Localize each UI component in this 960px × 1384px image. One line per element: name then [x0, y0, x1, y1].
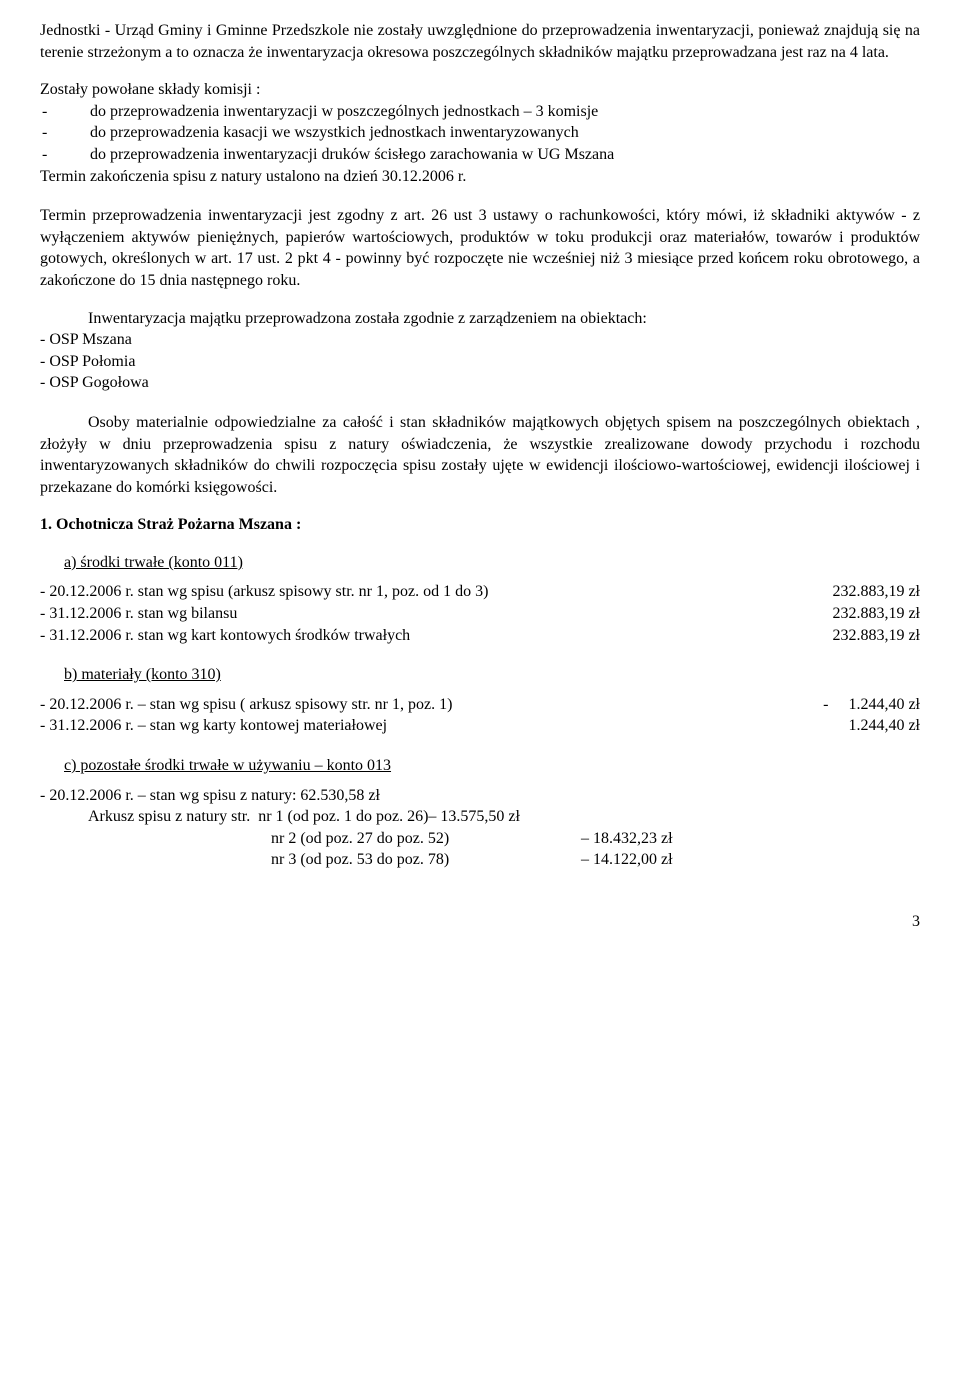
table-row: - 31.12.2006 r. stan wg kart kontowych ś…: [40, 625, 920, 647]
paragraph-1: Jednostki - Urząd Gminy i Gminne Przedsz…: [40, 20, 920, 63]
komisje-item: do przeprowadzenia inwentaryzacji w posz…: [40, 101, 920, 123]
osp-item: - OSP Gogołowa: [40, 372, 920, 394]
rows-c: - 20.12.2006 r. – stan wg spisu z natury…: [40, 785, 920, 871]
arkusz-block: Arkusz spisu z natury str. nr 1 (od poz.…: [40, 806, 920, 871]
row-label: - 31.12.2006 r. stan wg bilansu: [40, 603, 790, 625]
row-c-header: - 20.12.2006 r. – stan wg spisu z natury…: [40, 785, 920, 807]
komisje-intro: Zostały powołane składy komisji :: [40, 79, 920, 101]
termin-line: Termin zakończenia spisu z natury ustalo…: [40, 166, 920, 188]
row-amount: - 1.244,40 zł: [790, 694, 920, 716]
table-row: - 20.12.2006 r. – stan wg spisu ( arkusz…: [40, 694, 920, 716]
sub-c-heading: c) pozostałe środki trwałe w używaniu – …: [40, 755, 920, 777]
arkusz-range: nr 3 (od poz. 53 do poz. 78): [88, 849, 581, 871]
row-amount: 1.244,40 zł: [790, 715, 920, 737]
komisje-block: Zostały powołane składy komisji : do prz…: [40, 79, 920, 187]
arkusz-row: Arkusz spisu z natury str. nr 1 (od poz.…: [88, 806, 920, 828]
paragraph-5: Osoby materialnie odpowiedzialne za cało…: [40, 412, 920, 498]
sub-a-heading: a) środki trwałe (konto 011): [40, 552, 920, 574]
arkusz-amount: – 14.122,00 zł: [581, 849, 701, 871]
paragraph-3: Termin przeprowadzenia inwentaryzacji je…: [40, 205, 920, 291]
sub-b-heading: b) materiały (konto 310): [40, 664, 920, 686]
row-amount: 232.883,19 zł: [790, 603, 920, 625]
osp-item: - OSP Połomia: [40, 351, 920, 373]
table-row: - 31.12.2006 r. stan wg bilansu 232.883,…: [40, 603, 920, 625]
arkusz-label: Arkusz spisu z natury str. nr 1 (od poz.…: [88, 806, 428, 828]
arkusz-row: nr 2 (od poz. 27 do poz. 52) – 18.432,23…: [88, 828, 920, 850]
osp-item: - OSP Mszana: [40, 329, 920, 351]
arkusz-row: nr 3 (od poz. 53 do poz. 78) – 14.122,00…: [88, 849, 920, 871]
row-label: - 20.12.2006 r. – stan wg spisu ( arkusz…: [40, 694, 790, 716]
row-amount: 232.883,19 zł: [790, 581, 920, 603]
row-label: - 20.12.2006 r. stan wg spisu (arkusz sp…: [40, 581, 790, 603]
arkusz-range: nr 2 (od poz. 27 do poz. 52): [88, 828, 581, 850]
table-row: - 20.12.2006 r. stan wg spisu (arkusz sp…: [40, 581, 920, 603]
row-amount: 232.883,19 zł: [790, 625, 920, 647]
arkusz-amount: – 18.432,23 zł: [581, 828, 701, 850]
rows-b: - 20.12.2006 r. – stan wg spisu ( arkusz…: [40, 694, 920, 737]
row-label: - 31.12.2006 r. stan wg kart kontowych ś…: [40, 625, 790, 647]
osp-block: Inwentaryzacja majątku przeprowadzona zo…: [40, 308, 920, 394]
osp-list: - OSP Mszana - OSP Połomia - OSP Gogołow…: [40, 329, 920, 394]
rows-a: - 20.12.2006 r. stan wg spisu (arkusz sp…: [40, 581, 920, 646]
komisje-item: do przeprowadzenia inwentaryzacji druków…: [40, 144, 920, 166]
komisje-item: do przeprowadzenia kasacji we wszystkich…: [40, 122, 920, 144]
osp-intro: Inwentaryzacja majątku przeprowadzona zo…: [40, 308, 920, 330]
komisje-list: do przeprowadzenia inwentaryzacji w posz…: [40, 101, 920, 166]
page-number: 3: [40, 911, 920, 933]
arkusz-amount: – 13.575,50 zł: [428, 806, 548, 828]
row-label: - 31.12.2006 r. – stan wg karty kontowej…: [40, 715, 790, 737]
section-1-heading: 1. Ochotnicza Straż Pożarna Mszana :: [40, 514, 920, 536]
table-row: - 31.12.2006 r. – stan wg karty kontowej…: [40, 715, 920, 737]
